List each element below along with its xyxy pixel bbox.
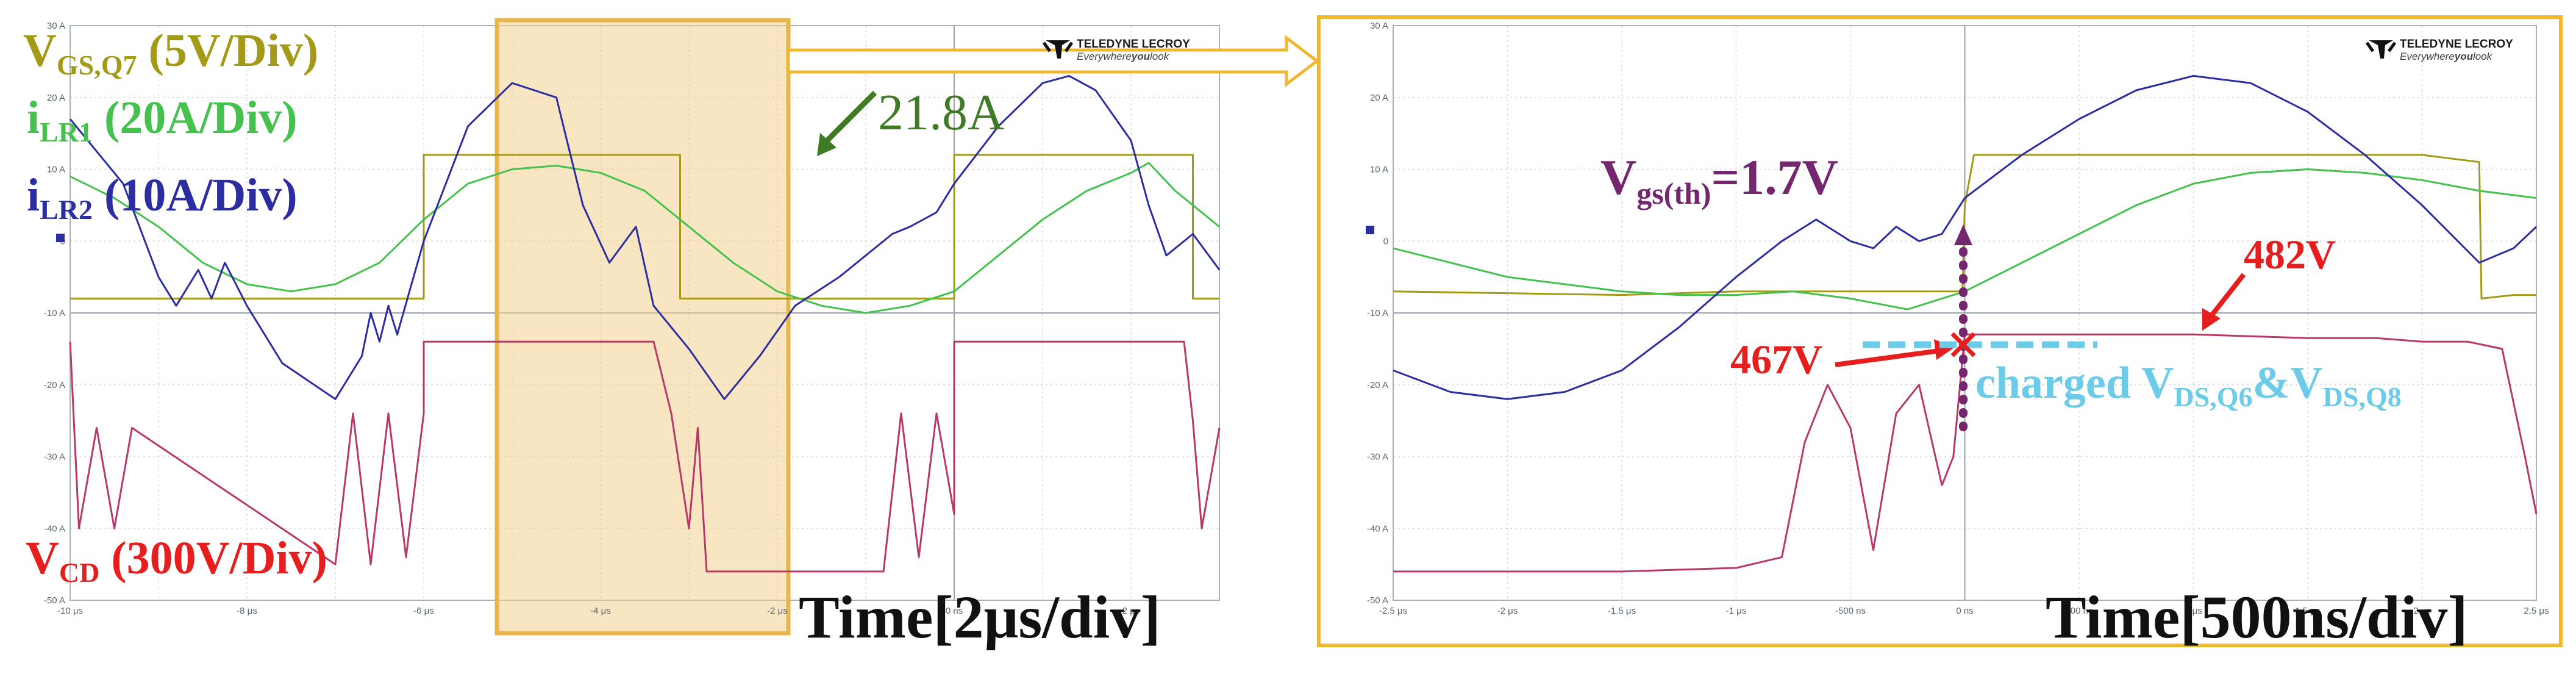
x-tick-label: 2 μs	[1122, 606, 1140, 616]
teledyne-logo-left: TELEDYNE LECROY Everywhereyoulook	[1042, 38, 1190, 62]
teledyne-logo-right: TELEDYNE LECROY Everywhereyoulook	[2365, 38, 2513, 62]
x-tick-label: -1.5 μs	[1608, 606, 1636, 616]
legend-vgs: VGS,Q7 (5V/Div)	[23, 25, 318, 81]
y-tick-label: -10 A	[44, 308, 65, 318]
trace-ilr2	[69, 74, 1221, 400]
channel-marker	[1366, 226, 1374, 234]
y-tick-label: -50 A	[44, 595, 65, 606]
x-tick-label: -2 μs	[1497, 606, 1518, 616]
y-tick-label: -30 A	[44, 452, 65, 462]
threshold-arrow-head	[1954, 224, 1972, 245]
y-tick-label: -20 A	[44, 380, 65, 390]
brand-name: TELEDYNE LECROY	[1077, 38, 1190, 51]
y-tick-label: 30 A	[47, 21, 65, 31]
brand-tagline: Everywhereyoulook	[2400, 51, 2493, 62]
y-tick-label: -30 A	[1367, 452, 1388, 462]
trace-vcd	[1393, 333, 2538, 573]
zoom-arrow	[787, 34, 1320, 88]
voltage-467-label: 467V	[1730, 336, 1822, 382]
x-tick-label: 2 μs	[2413, 606, 2431, 616]
voltage-482-label: 482V	[2244, 231, 2336, 278]
trace-ilr2	[1393, 74, 2538, 400]
teledyne-logo-icon	[2369, 40, 2393, 59]
trace-vgs-q7	[1393, 154, 2536, 300]
teledyne-logo-icon	[1046, 40, 1070, 59]
x-tick-label: -6 μs	[413, 606, 434, 616]
trace-vcd	[69, 340, 1221, 573]
y-tick-label: 10 A	[47, 165, 65, 175]
left-traces	[69, 74, 1221, 573]
trace-ilr1	[70, 162, 1220, 314]
y-tick-label: 20 A	[1370, 93, 1388, 103]
zoom-highlight-region	[494, 18, 791, 636]
x-tick-label: 1 μs	[2185, 606, 2202, 616]
x-tick-label: -2.5 μs	[1379, 606, 1407, 616]
right-oscilloscope-panel: 30 A20 A10 A0-10 A-20 A-30 A-40 A-50 A-2…	[1317, 15, 2563, 647]
right-time-label: Time[500ns/div]	[2046, 583, 2468, 651]
x-tick-label: -4 μs	[590, 606, 611, 616]
y-tick-label: -40 A	[1367, 523, 1388, 534]
peak-current-label: 21.8A	[878, 84, 1005, 141]
x-tick-label: 1.5 μs	[2295, 606, 2320, 616]
x-tick-label: 2.5 μs	[2524, 606, 2549, 616]
y-tick-label: 30 A	[1370, 21, 1388, 31]
crossing-marker	[1950, 332, 1976, 357]
x-tick-label: -10 μs	[57, 606, 83, 616]
peak-annotation: 21.8A	[817, 84, 1005, 156]
trace-vgs-q7	[70, 154, 1219, 300]
legend-vcd: VCD (300V/Div)	[26, 533, 327, 588]
brand-tagline: Everywhereyoulook	[1077, 51, 1170, 62]
right-frame	[1317, 15, 2563, 647]
y-tick-label: 0	[1383, 236, 1388, 246]
x-tick-label: -500 ns	[1835, 606, 1866, 616]
y-tick-label: 20 A	[47, 93, 65, 103]
legend-ilr1: iLR1 (20A/Div)	[27, 92, 298, 148]
x-tick-label: 0 ns	[946, 606, 963, 616]
plot-border	[1393, 25, 2537, 601]
x-tick-label: -1 μs	[1726, 606, 1747, 616]
x-tick-label: -8 μs	[237, 606, 257, 616]
left-time-label: Time[2μs/div]	[799, 583, 1161, 651]
y-tick-label: -50 A	[1367, 595, 1388, 606]
y-tick-label: -40 A	[44, 523, 65, 534]
x-tick-label: -2 μs	[767, 606, 788, 616]
brand-name: TELEDYNE LECROY	[2400, 38, 2513, 51]
left-tick-labels: 30 A20 A10 A0-10 A-20 A-30 A-40 A-50 A-1…	[44, 21, 1140, 616]
legend-ilr2: iLR2 (10A/Div)	[27, 170, 298, 225]
right-tick-labels: 30 A20 A10 A0-10 A-20 A-30 A-40 A-50 A-2…	[1367, 21, 2549, 616]
charged-vds-label: charged VDS,Q6&VDS,Q8	[1975, 358, 2402, 412]
y-tick-label: -20 A	[1367, 380, 1388, 390]
right-grid	[1393, 25, 2537, 601]
y-tick-label: 10 A	[1370, 165, 1388, 175]
x-tick-label: 500 ns	[2065, 606, 2093, 616]
y-tick-label: -10 A	[1367, 308, 1388, 318]
left-oscilloscope-panel: 30 A20 A10 A0-10 A-20 A-30 A-40 A-50 A-1…	[44, 18, 1221, 636]
x-tick-label: 0 ns	[1956, 606, 1973, 616]
vgs-threshold-label: Vgs(th)=1.7V	[1600, 149, 1838, 210]
channel-marker	[56, 234, 65, 242]
